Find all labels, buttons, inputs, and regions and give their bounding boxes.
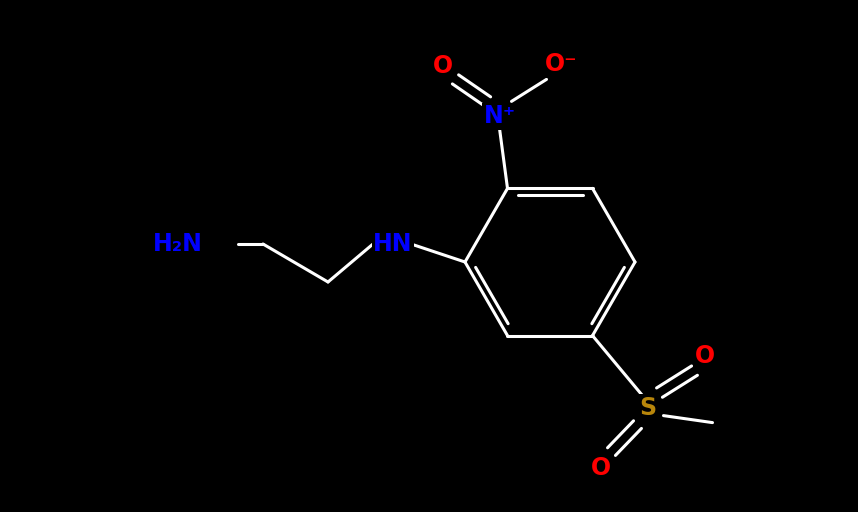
Text: N⁺: N⁺ bbox=[483, 104, 516, 129]
Text: H₂N: H₂N bbox=[153, 232, 203, 256]
Text: S: S bbox=[639, 396, 656, 420]
Text: HN: HN bbox=[373, 232, 413, 256]
Text: O: O bbox=[590, 456, 611, 480]
Text: O: O bbox=[432, 54, 452, 78]
Text: O: O bbox=[694, 344, 715, 368]
Text: O⁻: O⁻ bbox=[545, 52, 577, 76]
